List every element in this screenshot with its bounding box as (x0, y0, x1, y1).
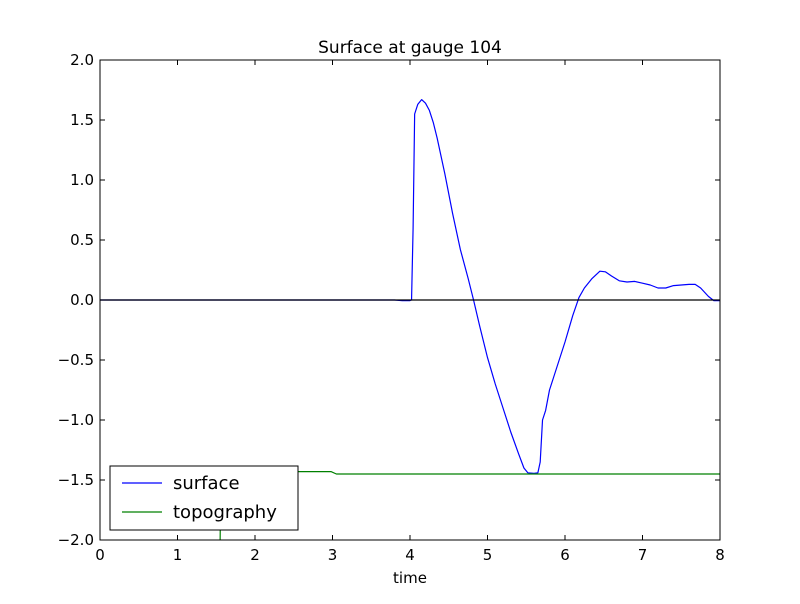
y-tick-label: −2.0 (58, 531, 94, 549)
y-tick-label: −1.0 (58, 411, 94, 429)
x-tick-label: 3 (328, 546, 338, 564)
x-tick-label: 0 (95, 546, 105, 564)
legend: surface topography (109, 465, 299, 531)
y-tick-label: 2.0 (70, 51, 94, 69)
chart-title: Surface at gauge 104 (318, 38, 502, 58)
x-tick-label: 5 (483, 546, 493, 564)
axes-frame (99, 59, 721, 541)
y-tick-label: 1.0 (70, 171, 94, 189)
x-tick-label: 6 (560, 546, 570, 564)
legend-label-surface: surface (173, 473, 240, 494)
x-tick-label: 7 (638, 546, 648, 564)
y-tick-label: 0.5 (70, 231, 94, 249)
series-line-surface (100, 99, 720, 474)
y-tick-label: 0.0 (70, 291, 94, 309)
x-tick-label: 1 (173, 546, 183, 564)
x-tick-label: 2 (250, 546, 260, 564)
y-tick-label: −1.5 (58, 471, 94, 489)
x-axis-label: time (393, 569, 427, 587)
ticks-layer: 0 1 2 3 4 5 6 7 8 −2.0 −1.5 −1.0 −0.5 0.0 0.5 1.0 1.5 2.0 (58, 51, 725, 564)
legend-label-topography: topography (173, 502, 277, 523)
x-tick-label: 8 (715, 546, 725, 564)
y-tick-label: 1.5 (70, 111, 94, 129)
legend-box (109, 465, 299, 531)
x-tick-label: 4 (405, 546, 415, 564)
y-tick-label: −0.5 (58, 351, 94, 369)
